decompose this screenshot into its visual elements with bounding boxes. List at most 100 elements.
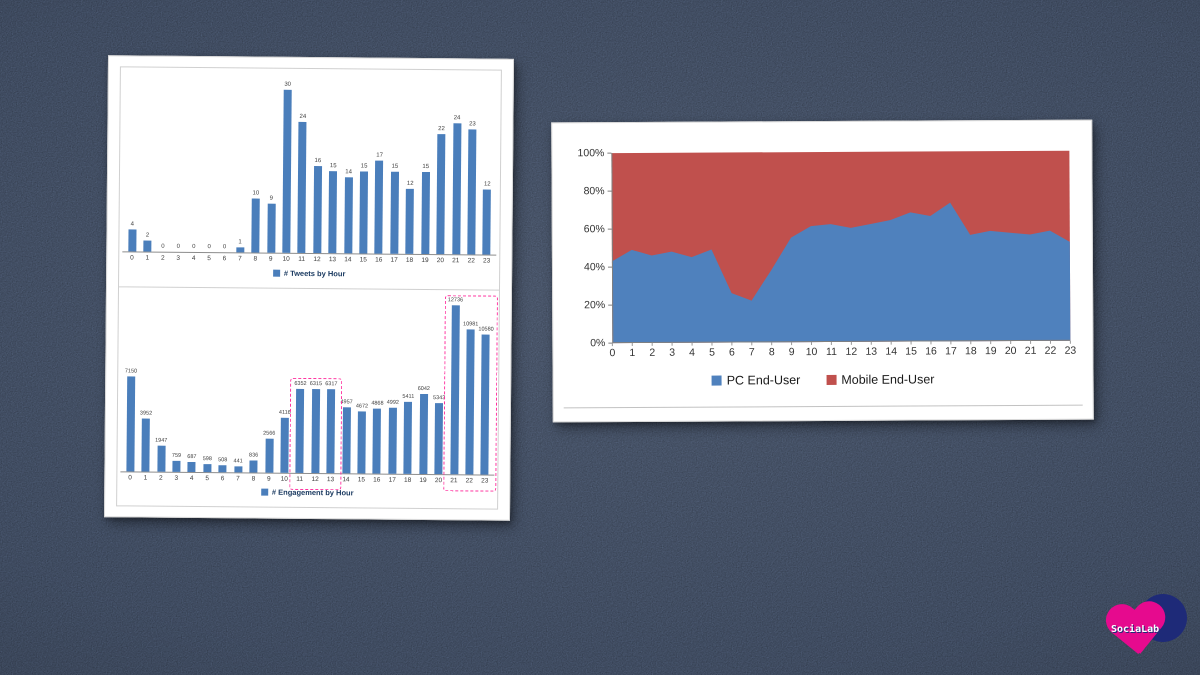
bar-slot: 687	[184, 454, 200, 472]
bar-value-label: 836	[248, 452, 259, 460]
bar-value-label: 1947	[155, 437, 168, 444]
x-tick-label: 17	[945, 345, 957, 358]
x-tick-label: 1	[629, 346, 636, 360]
bar-value-label: 15	[391, 164, 399, 171]
x-tick-label: 21	[450, 476, 458, 484]
bar-value-label: 5343	[433, 395, 446, 402]
x-tick-label: 17	[390, 256, 398, 264]
x-tick-label: 0	[609, 347, 616, 360]
x-tick-label: 4	[191, 254, 196, 263]
bar-slot: 4	[124, 222, 140, 252]
logo-text: SociaLab	[1111, 624, 1160, 635]
bar-value-label: 12736	[447, 297, 464, 304]
x-tick-label: 14	[885, 345, 898, 358]
bar-value-label: 22	[438, 126, 445, 133]
bar-slot: 9	[263, 196, 279, 253]
bar-slot: 6315	[307, 381, 323, 473]
x-tick-label: 9	[788, 346, 795, 359]
bar-value-label: 23	[469, 121, 476, 128]
bar	[374, 161, 384, 254]
x-tick-label: 8	[251, 475, 256, 483]
bar-slot: 759	[169, 453, 185, 472]
engagement-legend-label: # Engagement by Hour	[271, 487, 354, 498]
x-tick-label: 5	[207, 255, 211, 263]
chart-frame-border	[563, 404, 1083, 409]
bar-slot: 5343	[431, 395, 447, 474]
x-tick-label: 7	[238, 255, 242, 263]
bar	[328, 171, 338, 254]
x-tick-label: 3	[176, 254, 181, 262]
bar-value-label: 4992	[386, 399, 400, 406]
bar	[264, 438, 274, 473]
bar	[126, 376, 135, 471]
bar-value-label: 9	[269, 195, 273, 202]
legend-series-name: Mobile End-User	[841, 372, 935, 387]
bar-value-label: 15	[360, 163, 368, 170]
area-x-axis: 0 1 2 3 4 5 6 7 8 9 10 11 12 13 14 15 16 17 18 19 20 21 22 23	[609, 341, 1076, 360]
bar	[357, 411, 366, 473]
tweets-engagement-card: 4 2 0 0 0 0 0 1 10 9 30 24 16 15 14 15 17 15 12 15 22 24 23 12 …	[103, 55, 515, 521]
bar-value-label: 15	[422, 164, 430, 171]
bar	[451, 123, 462, 255]
bar-value-label: 4868	[371, 400, 384, 407]
x-tick-label: 0	[128, 473, 132, 481]
bar-slot: 4957	[338, 399, 354, 473]
x-tick-label: 15	[357, 475, 366, 483]
bar-value-label: 14	[345, 169, 352, 176]
socialab-logo: SociaLab	[1103, 594, 1189, 664]
y-tick-label: 0%	[590, 337, 606, 350]
bar-slot: 0	[217, 244, 232, 253]
bar-slot: 598	[200, 456, 216, 472]
x-tick-label: 7	[748, 346, 755, 359]
x-tick-label: 18	[403, 476, 412, 484]
bar-slot: 15	[386, 164, 402, 254]
x-tick-label: 16	[373, 476, 381, 484]
area-legend: PC End-User Mobile End-User	[576, 372, 1071, 389]
x-tick-label: 14	[342, 475, 350, 483]
x-tick-label: 4	[189, 474, 194, 482]
x-tick-label: 12	[845, 345, 858, 358]
bar-slot: 15	[417, 164, 433, 255]
bar-value-label: 4116	[278, 409, 291, 417]
bar-value-label: 687	[187, 454, 197, 461]
x-tick-label: 12	[311, 475, 319, 483]
bar-value-label: 0	[176, 243, 181, 250]
x-tick-label: 1	[143, 474, 148, 482]
bar-value-label: 1	[238, 238, 242, 245]
x-tick-label: 5	[205, 474, 209, 482]
bar	[311, 389, 320, 473]
x-tick-label: 20	[436, 257, 445, 265]
bar	[343, 177, 353, 254]
x-tick-label: 22	[1044, 344, 1057, 357]
bar-slot: 15	[325, 163, 341, 254]
bar-value-label: 24	[453, 115, 461, 122]
bar	[419, 393, 428, 474]
bar-slot: 1947	[153, 437, 169, 472]
area-svg	[607, 150, 1071, 347]
bar-value-label: 508	[218, 457, 228, 464]
bar-slot: 441	[230, 458, 246, 472]
bar	[341, 407, 351, 473]
bar	[480, 334, 491, 475]
x-tick-label: 1	[145, 254, 150, 262]
bar-slot: 0	[186, 244, 201, 253]
bar-value-label: 7150	[124, 368, 138, 375]
bar-value-label: 12	[483, 181, 491, 188]
y-tick-label: 20%	[584, 299, 606, 312]
bar	[313, 165, 322, 254]
x-tick-label: 23	[1064, 344, 1077, 357]
engagement-legend: # Engagement by Hour	[120, 483, 494, 502]
x-tick-label: 18	[964, 345, 977, 358]
bar-value-label: 0	[222, 244, 227, 251]
bar-slot: 12736	[446, 298, 463, 474]
bar-value-label: 16	[314, 157, 322, 164]
x-tick-label: 2	[159, 474, 163, 482]
x-tick-label: 18	[405, 256, 414, 264]
bar-value-label: 10580	[478, 326, 494, 333]
bar	[297, 122, 307, 253]
legend-series-name: PC End-User	[726, 373, 801, 388]
bar	[187, 462, 196, 472]
bar	[141, 418, 150, 472]
x-tick-label: 5	[709, 346, 715, 359]
bar	[403, 401, 413, 474]
